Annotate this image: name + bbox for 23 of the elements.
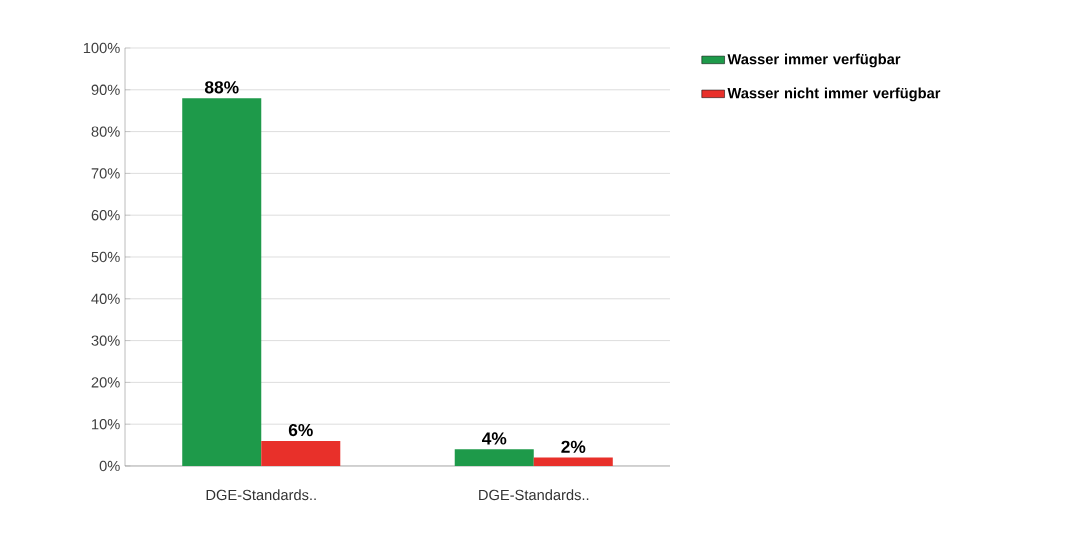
y-tick-label: 100% [83,42,120,54]
bar [454,449,534,466]
y-tick-label: 70% [91,168,120,179]
y-tick-label: 20% [91,377,120,388]
y-tick-label: 90% [91,84,120,95]
y-tick-label: 50% [91,251,120,263]
legend-label: Wasser immer verfügbar [727,53,901,68]
y-tick-label: 30% [91,335,120,346]
y-tick-label: 80% [91,126,120,137]
x-tick-label: DGE-Standards.. [206,489,316,501]
y-tick-label: 0% [99,460,120,472]
data-label: 4% [481,432,507,445]
data-label: 2% [561,440,586,453]
data-label: 88% [204,81,239,94]
bar [261,440,341,466]
y-tick-label: 60% [91,210,120,221]
legend-label: Wasser nicht immer verfügbar [727,87,941,102]
x-tick-label: DGE-Standards.. [479,489,589,501]
data-label: 6% [288,423,313,437]
bar [533,457,613,466]
y-tick-label: 10% [92,419,120,430]
y-tick-label: 40% [91,293,120,304]
bar [182,98,262,466]
